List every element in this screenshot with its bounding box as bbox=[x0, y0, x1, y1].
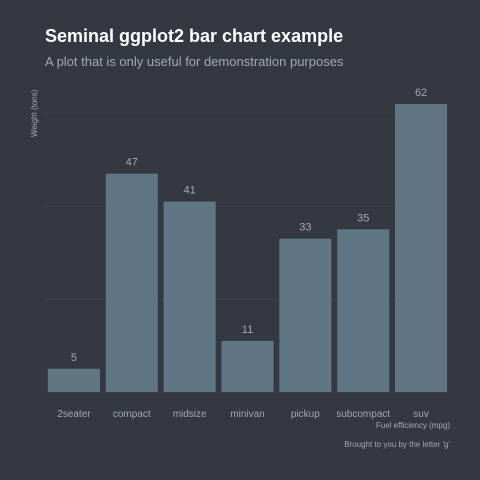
y-axis-label: Weight (tons) bbox=[30, 89, 39, 137]
data-label-suv: 62 bbox=[415, 87, 427, 99]
x-tick-labels: 2seater compact midsize minivan pickup subcom… bbox=[57, 409, 429, 420]
x-tick-minivan: minivan bbox=[230, 409, 264, 420]
x-tick-subcompact: subcompact bbox=[336, 409, 390, 420]
bar-minivan bbox=[221, 340, 274, 392]
x-axis-label: Fuel efficiency (mpg) bbox=[376, 421, 450, 430]
data-label-2seater: 5 bbox=[71, 352, 77, 364]
chart-title: Seminal ggplot2 bar chart example bbox=[45, 26, 344, 46]
x-tick-pickup: pickup bbox=[291, 409, 320, 420]
data-label-pickup: 33 bbox=[299, 222, 311, 234]
x-tick-2seater: 2seater bbox=[57, 409, 91, 420]
data-label-midsize: 41 bbox=[184, 185, 196, 197]
bar-subcompact bbox=[337, 229, 390, 392]
bar-suv bbox=[395, 103, 448, 392]
data-labels: 5 47 41 11 33 35 62 bbox=[71, 87, 427, 364]
bar-midsize bbox=[163, 201, 216, 392]
chart-subtitle: A plot that is only useful for demonstra… bbox=[45, 54, 344, 69]
chart-caption: Brought to you by the letter 'g' bbox=[344, 440, 450, 449]
bar-pickup bbox=[279, 238, 332, 392]
bars bbox=[47, 103, 448, 392]
data-label-compact: 47 bbox=[126, 157, 138, 169]
x-tick-midsize: midsize bbox=[173, 409, 207, 420]
x-tick-compact: compact bbox=[113, 409, 151, 420]
x-tick-suv: suv bbox=[413, 409, 429, 420]
data-label-subcompact: 35 bbox=[357, 212, 369, 224]
bar-compact bbox=[105, 173, 158, 392]
bar-2seater bbox=[47, 368, 100, 392]
data-label-minivan: 11 bbox=[242, 324, 253, 336]
